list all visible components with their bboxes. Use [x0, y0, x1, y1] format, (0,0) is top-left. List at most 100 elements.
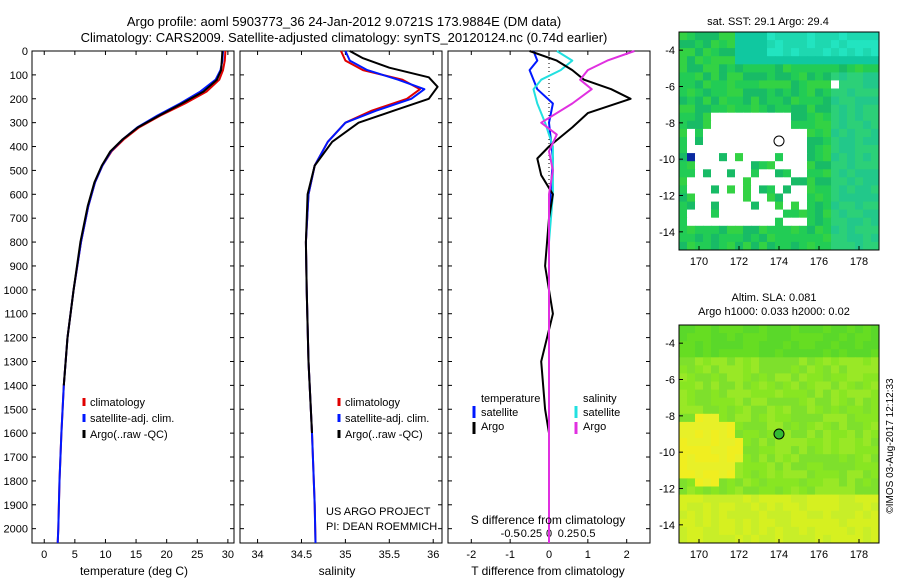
map-cell: [759, 120, 768, 130]
map-cell: [719, 177, 728, 186]
map-cell: [831, 502, 840, 512]
x-tick-label: 20: [161, 549, 173, 561]
map-cell: [759, 397, 768, 407]
map-y-tick-label: -14: [659, 520, 675, 532]
map-cell: [831, 373, 840, 382]
map-cell: [839, 120, 848, 130]
map-cell: [791, 209, 800, 219]
map-cell: [767, 96, 776, 106]
map-cell: [719, 88, 728, 98]
map-cell: [719, 446, 728, 455]
map-cell: [775, 185, 784, 194]
map-cell: [711, 104, 720, 114]
map-cell: [871, 534, 880, 544]
map-cell: [823, 153, 832, 162]
map-cell: [831, 405, 840, 415]
map-cell: [751, 470, 760, 479]
map-cell: [727, 217, 736, 227]
map-cell: [759, 153, 768, 162]
map-cell: [839, 48, 848, 57]
map-cell: [823, 510, 832, 520]
map-y-tick-label: -6: [665, 375, 675, 387]
map-cell: [847, 534, 856, 544]
map-cell: [711, 241, 720, 251]
map-cell: [719, 185, 728, 194]
map-cell: [775, 96, 784, 106]
map-cell: [767, 510, 776, 520]
map-cell: [703, 365, 712, 374]
map-cell: [695, 357, 704, 366]
map-cell: [767, 413, 776, 423]
x-tick-label: 1: [585, 549, 591, 561]
map-cell: [727, 365, 736, 374]
map-cell: [839, 518, 848, 528]
map-cell: [703, 193, 712, 203]
map-y-tick-label: -10: [659, 447, 675, 459]
map-cell: [831, 153, 840, 162]
map-cell: [679, 112, 688, 122]
map-cell: [679, 96, 688, 106]
map-cell: [727, 494, 736, 504]
map-cell: [767, 64, 776, 73]
map-cell: [815, 193, 824, 203]
map-cell: [807, 341, 816, 350]
map-cell: [743, 486, 752, 496]
map-cell: [751, 145, 760, 154]
salinity-chart: 34 34.5 35 35.5 36: [251, 50, 439, 561]
map-cell: [727, 104, 736, 114]
map-cell: [703, 137, 712, 146]
x-tick-label: 25: [191, 549, 203, 561]
map-cell: [863, 56, 872, 65]
map-cell: [831, 389, 840, 399]
map-cell: [799, 48, 808, 57]
map-cell: [807, 325, 816, 334]
legend-t-argo-label: Argo: [481, 421, 504, 433]
map-cell: [831, 397, 840, 407]
x-tick-label: 0: [546, 549, 552, 561]
map-cell: [847, 446, 856, 455]
map-cell: [695, 104, 704, 114]
map-cell: [863, 357, 872, 366]
map-cell: [871, 120, 880, 130]
map-cell: [823, 72, 832, 81]
map-cell: [775, 88, 784, 98]
map-cell: [751, 225, 760, 235]
map-cell: [759, 454, 768, 463]
map-cell: [695, 193, 704, 203]
map-cell: [703, 518, 712, 528]
map-cell: [695, 518, 704, 528]
map-cell: [783, 32, 792, 41]
map-cell: [847, 478, 856, 487]
map-cell: [815, 104, 824, 114]
map-cell: [767, 233, 776, 243]
map-cell: [687, 193, 696, 203]
map-cell: [831, 128, 840, 138]
map-cell: [679, 365, 688, 374]
map-cell: [727, 397, 736, 407]
map-cell: [735, 341, 744, 350]
map-cell: [831, 518, 840, 528]
map-cell: [863, 112, 872, 122]
map-cell: [727, 421, 736, 431]
map-cell: [783, 161, 792, 170]
map-cell: [759, 430, 768, 439]
map-cell: [791, 201, 800, 211]
map-cell: [679, 341, 688, 350]
map-cell: [775, 225, 784, 235]
map-cell: [711, 325, 720, 334]
map-cell: [687, 446, 696, 455]
map-cell: [831, 486, 840, 496]
map-cell: [855, 177, 864, 186]
map-cell: [823, 32, 832, 41]
map-cell: [775, 421, 784, 431]
map-cell: [863, 421, 872, 431]
map-cell: [799, 430, 808, 439]
map-cell: [871, 48, 880, 57]
map-cell: [759, 201, 768, 211]
map-cell: [871, 104, 880, 114]
x-tick-label: 2: [624, 549, 630, 561]
map-cell: [823, 438, 832, 447]
map-cell: [863, 526, 872, 536]
map-cell: [871, 209, 880, 219]
